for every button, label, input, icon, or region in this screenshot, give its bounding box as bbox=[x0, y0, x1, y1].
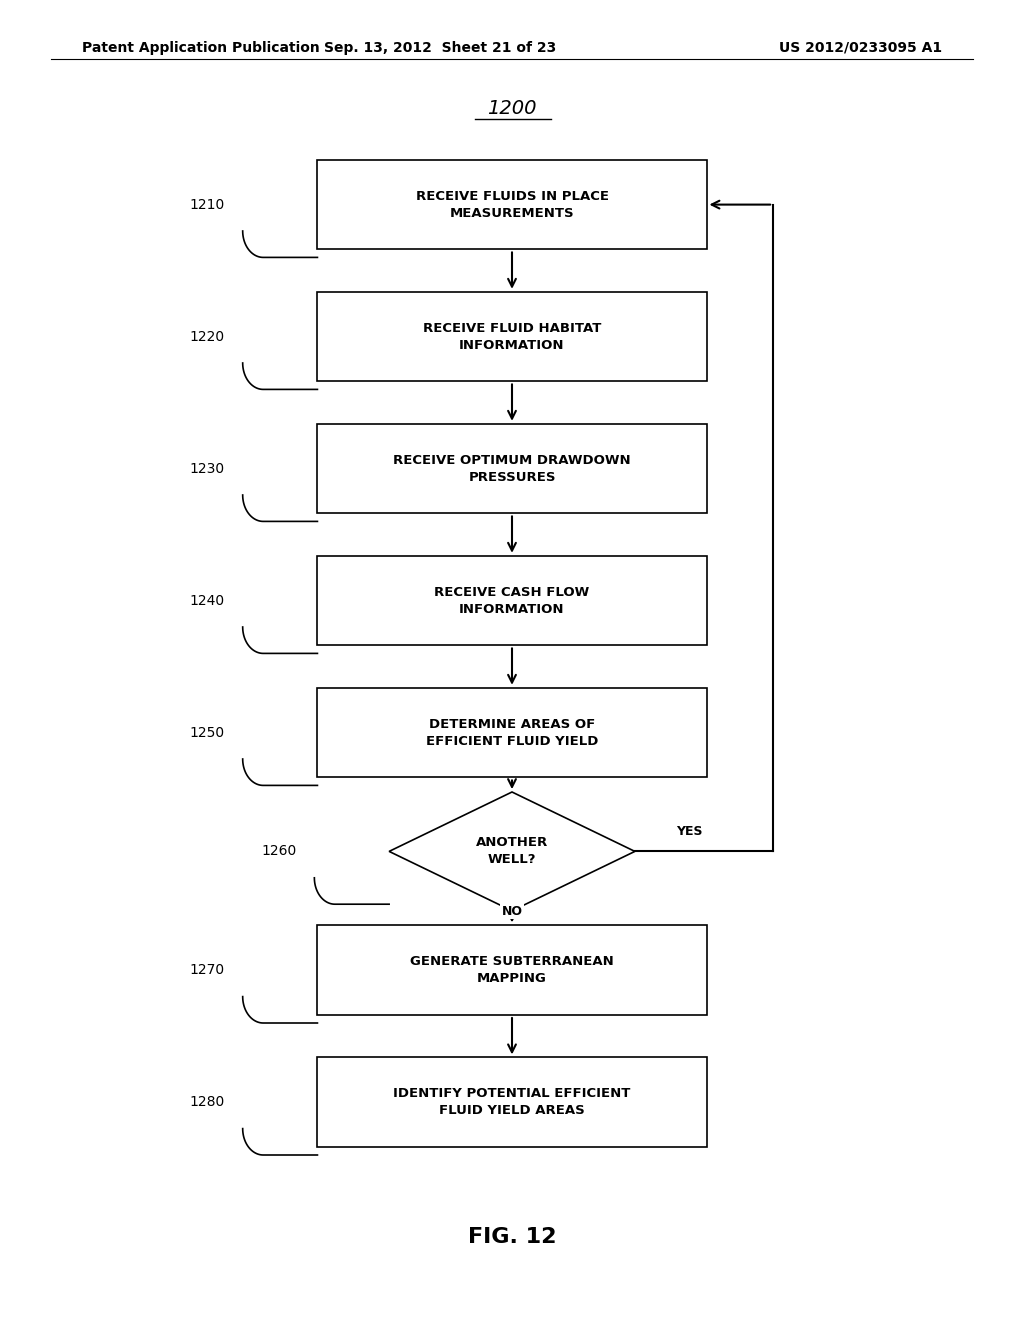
Text: 1240: 1240 bbox=[189, 594, 224, 607]
Text: FIG. 12: FIG. 12 bbox=[468, 1226, 556, 1247]
FancyBboxPatch shape bbox=[317, 925, 707, 1015]
FancyBboxPatch shape bbox=[317, 1057, 707, 1147]
FancyBboxPatch shape bbox=[317, 292, 707, 381]
Text: NO: NO bbox=[502, 906, 522, 917]
Text: 1280: 1280 bbox=[189, 1096, 224, 1109]
Text: 1260: 1260 bbox=[261, 845, 296, 858]
Text: IDENTIFY POTENTIAL EFFICIENT
FLUID YIELD AREAS: IDENTIFY POTENTIAL EFFICIENT FLUID YIELD… bbox=[393, 1088, 631, 1117]
Text: RECEIVE OPTIMUM DRAWDOWN
PRESSURES: RECEIVE OPTIMUM DRAWDOWN PRESSURES bbox=[393, 454, 631, 483]
Text: US 2012/0233095 A1: US 2012/0233095 A1 bbox=[779, 41, 942, 54]
Text: RECEIVE CASH FLOW
INFORMATION: RECEIVE CASH FLOW INFORMATION bbox=[434, 586, 590, 615]
Text: 1230: 1230 bbox=[189, 462, 224, 475]
Text: ANOTHER
WELL?: ANOTHER WELL? bbox=[476, 837, 548, 866]
FancyBboxPatch shape bbox=[317, 424, 707, 513]
Text: 1210: 1210 bbox=[189, 198, 224, 211]
Text: Patent Application Publication: Patent Application Publication bbox=[82, 41, 319, 54]
Text: GENERATE SUBTERRANEAN
MAPPING: GENERATE SUBTERRANEAN MAPPING bbox=[411, 956, 613, 985]
FancyBboxPatch shape bbox=[317, 160, 707, 249]
Text: 1200: 1200 bbox=[487, 99, 537, 117]
FancyBboxPatch shape bbox=[317, 556, 707, 645]
Text: 1270: 1270 bbox=[189, 964, 224, 977]
Text: YES: YES bbox=[676, 825, 702, 838]
Text: 1250: 1250 bbox=[189, 726, 224, 739]
FancyBboxPatch shape bbox=[317, 688, 707, 777]
Text: 1220: 1220 bbox=[189, 330, 224, 343]
Polygon shape bbox=[389, 792, 635, 911]
Text: RECEIVE FLUIDS IN PLACE
MEASUREMENTS: RECEIVE FLUIDS IN PLACE MEASUREMENTS bbox=[416, 190, 608, 219]
Text: Sep. 13, 2012  Sheet 21 of 23: Sep. 13, 2012 Sheet 21 of 23 bbox=[325, 41, 556, 54]
Text: RECEIVE FLUID HABITAT
INFORMATION: RECEIVE FLUID HABITAT INFORMATION bbox=[423, 322, 601, 351]
Text: DETERMINE AREAS OF
EFFICIENT FLUID YIELD: DETERMINE AREAS OF EFFICIENT FLUID YIELD bbox=[426, 718, 598, 747]
